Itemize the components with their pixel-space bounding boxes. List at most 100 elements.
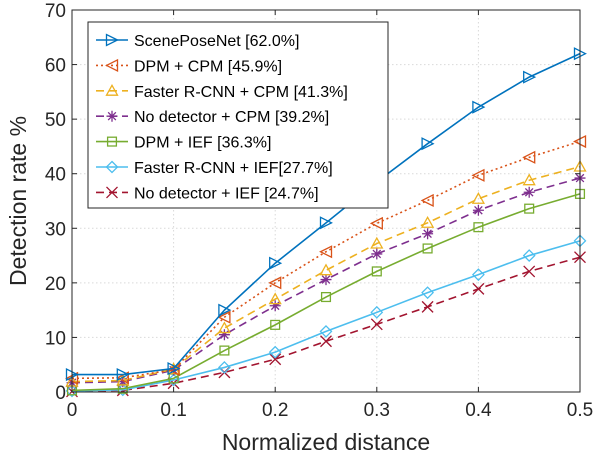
data-point	[166, 363, 180, 377]
data-point	[524, 203, 535, 214]
data-point	[420, 215, 435, 228]
data-point	[168, 364, 180, 376]
data-point	[421, 286, 435, 300]
x-tick-label: 0.3	[364, 400, 390, 421]
data-point	[268, 276, 282, 290]
plot-frame	[71, 9, 581, 393]
legend-item: No detector + CPM [39.2%]	[96, 109, 329, 126]
data-point	[269, 300, 281, 312]
data-point	[471, 168, 485, 182]
legend-label: Faster R-CNN + CPM [41.3%]	[134, 84, 348, 101]
x-tick-label: 0.5	[567, 400, 593, 421]
series-line	[71, 240, 581, 392]
data-point	[370, 318, 383, 331]
data-point	[218, 303, 232, 317]
legend-label: No detector + IEF [24.7%]	[134, 185, 319, 202]
data-point	[421, 137, 435, 151]
data-point	[523, 70, 537, 84]
data-point	[422, 228, 434, 240]
data-point	[117, 376, 129, 388]
legend: ScenePoseNet [62.0%] DPM + CPM [45.9%] Fas…	[87, 21, 389, 209]
y-tick-label: 0	[55, 383, 66, 404]
data-point	[472, 204, 484, 216]
legend-item: ScenePoseNet [62.0%]	[96, 33, 299, 50]
data-point	[319, 216, 333, 230]
y-tick-label: 70	[45, 1, 66, 22]
legend-marker	[105, 33, 119, 47]
data-point	[420, 193, 434, 208]
legend-label: No detector + CPM [39.2%]	[134, 109, 329, 126]
y-tick-label: 60	[45, 56, 66, 77]
legend-marker	[105, 58, 119, 72]
data-point	[472, 282, 485, 295]
data-point	[167, 361, 181, 376]
data-point	[371, 248, 383, 260]
data-point	[422, 243, 433, 254]
legend-box	[87, 21, 389, 209]
series-faster-r-cnn-ief-27-7	[65, 234, 587, 398]
series-dpm-cpm-45-9	[65, 134, 587, 385]
x-tick-label: 0.4	[465, 400, 492, 421]
data-point	[167, 373, 181, 387]
legend-marker	[105, 83, 119, 96]
axis-ticks: 0 0.1 0.2 0.3 0.4 0.5 0 10 20 30 40 50 60 70	[45, 1, 593, 421]
data-point	[369, 216, 383, 230]
legend-label: DPM + IEF [36.3%]	[134, 135, 271, 152]
y-tick-label: 50	[45, 110, 66, 131]
data-point	[523, 186, 535, 198]
data-point	[472, 100, 486, 114]
series-line	[71, 140, 581, 380]
legend-marker	[105, 160, 119, 174]
series-line	[71, 193, 581, 392]
data-point	[268, 345, 282, 359]
data-point	[269, 353, 282, 366]
series-no-detector-ief-24-7	[66, 251, 586, 398]
data-point	[370, 305, 384, 319]
y-tick-label: 20	[45, 274, 66, 295]
data-point	[371, 266, 382, 277]
data-point	[269, 256, 283, 270]
x-tick-label: 0.2	[262, 400, 288, 421]
data-point	[217, 310, 231, 324]
legend-item: DPM + IEF [36.3%]	[96, 135, 271, 152]
data-point	[319, 263, 333, 276]
series-layer	[65, 47, 587, 398]
data-point	[217, 361, 231, 374]
data-point	[320, 274, 332, 286]
x-tick-label: 0	[67, 400, 78, 421]
data-point	[65, 384, 79, 398]
data-point	[320, 335, 332, 348]
data-point	[268, 292, 282, 305]
data-point	[319, 245, 333, 259]
data-point	[219, 345, 230, 356]
data-point	[319, 325, 333, 338]
legend-label: ScenePoseNet [62.0%]	[134, 33, 299, 50]
series-line	[72, 52, 581, 376]
legend-marker	[106, 136, 118, 147]
data-point	[471, 191, 486, 204]
data-point	[320, 291, 332, 303]
data-point	[218, 329, 230, 341]
legend-label: Faster R-CNN + IEF[27.7%]	[134, 160, 333, 177]
data-point	[522, 150, 536, 164]
data-point	[522, 249, 536, 262]
series-dpm-ief-36-3	[66, 188, 586, 396]
legend-item: Faster R-CNN + CPM [41.3%]	[96, 84, 348, 101]
data-point	[217, 321, 232, 334]
x-tick-label: 0.1	[160, 400, 186, 421]
y-axis-label: Detection rate %	[5, 116, 31, 286]
x-axis-label: Normalized distance	[222, 429, 430, 455]
y-tick-label: 10	[45, 328, 66, 349]
legend-item: DPM + CPM [45.9%]	[96, 58, 282, 75]
data-point	[522, 173, 536, 186]
legend-marker	[106, 186, 118, 199]
data-point	[116, 367, 130, 382]
legend-marker	[106, 110, 118, 122]
data-point	[370, 236, 384, 249]
data-point	[523, 265, 536, 278]
data-point	[471, 268, 485, 282]
y-tick-label: 30	[45, 219, 66, 240]
data-point	[421, 300, 434, 313]
legend-label: DPM + CPM [45.9%]	[134, 58, 282, 75]
